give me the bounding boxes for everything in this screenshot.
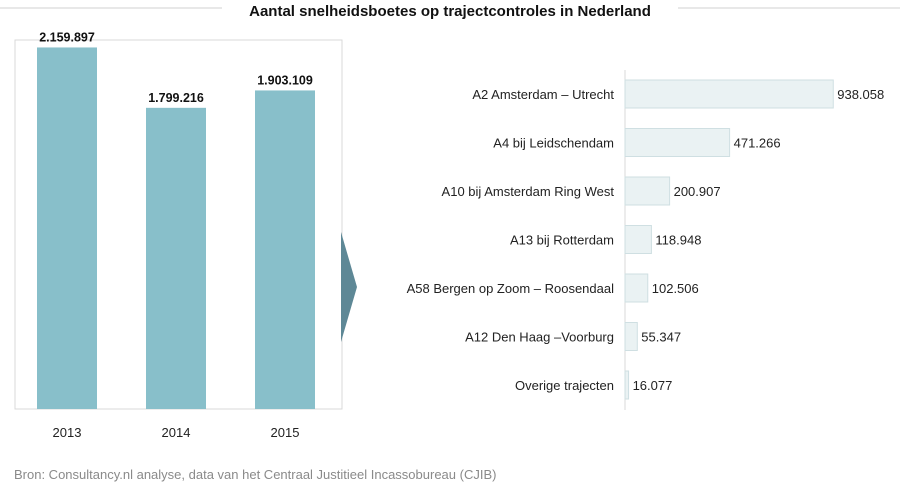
- hbar-value-label: 16.077: [633, 378, 673, 393]
- hbar-value-label: 102.506: [652, 281, 699, 296]
- x-tick-label: 2014: [162, 425, 191, 440]
- x-tick-label: 2015: [271, 425, 300, 440]
- bar-2015: [255, 90, 315, 410]
- hbar-value-label: 118.948: [655, 233, 701, 248]
- x-tick-label: 2013: [53, 425, 82, 440]
- source-note: Bron: Consultancy.nl analyse, data van h…: [14, 467, 497, 482]
- hbar-category-label: Overige trajecten: [515, 378, 614, 393]
- bar-2013: [37, 47, 97, 409]
- bar-2014: [146, 107, 206, 409]
- hbar-5: [624, 273, 649, 303]
- arrow-icon: [341, 232, 357, 342]
- hbar-value-label: 471.266: [734, 136, 781, 151]
- bar-value-label: 1.799.216: [148, 91, 204, 105]
- bar-value-label: 2.159.897: [39, 30, 95, 44]
- hbar-3: [624, 176, 671, 206]
- hbar-value-label: 938.058: [837, 87, 884, 102]
- hbar-category-label: A58 Bergen op Zoom – Roosendaal: [407, 281, 615, 296]
- hbar-value-label: 200.907: [674, 184, 721, 199]
- hbar-value-label: 55.347: [641, 330, 681, 345]
- bar-value-label: 1.903.109: [257, 73, 313, 87]
- hbar-4: [624, 225, 652, 254]
- hbar-category-label: A2 Amsterdam – Utrecht: [472, 87, 614, 102]
- chart-title: Aantal snelheidsboetes op trajectcontrol…: [249, 3, 651, 20]
- hbar-category-label: A4 bij Leidschendam: [493, 136, 614, 151]
- hbar-2: [624, 128, 731, 157]
- vertical-bar-group: 2.159.897 2013 1.799.216 2014 1.903.109 2015: [37, 30, 315, 440]
- hbar-6: [624, 322, 638, 351]
- hbar-category-label: A10 bij Amsterdam Ring West: [442, 184, 615, 199]
- hbar-1: [624, 79, 834, 109]
- hbar-7: [624, 370, 630, 400]
- hbar-category-label: A12 Den Haag –Voorburg: [465, 330, 614, 345]
- hbar-category-label: A13 bij Rotterdam: [510, 233, 614, 248]
- horizontal-bar-group: A2 Amsterdam – Utrecht 938.058 A4 bij Leid…: [407, 79, 884, 400]
